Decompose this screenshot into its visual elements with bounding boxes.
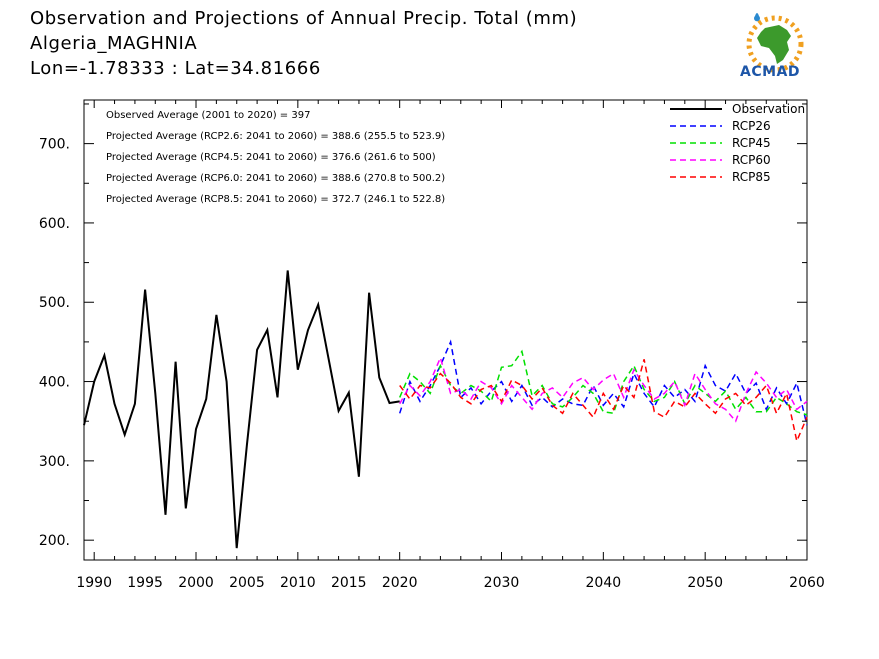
x-tick-label: 2060 [789, 575, 825, 591]
stat-rcp85: Projected Average (RCP8.5: 2041 to 2060)… [106, 194, 445, 205]
chart-title: Observation and Projections of Annual Pr… [30, 8, 578, 29]
stat-rcp26: Projected Average (RCP2.6: 2041 to 2060)… [106, 131, 445, 142]
y-tick-label: 700. [39, 137, 70, 153]
y-tick-label: 400. [39, 375, 70, 391]
series-line-rcp45 [399, 349, 808, 416]
series-line-rcp85 [399, 359, 808, 444]
axis-ticks: 1990 1995 2000 2005 2010 2015 2020 2030 2040 2050… [39, 100, 825, 591]
legend: Observation RCP26 RCP45 RCP60 RCP85 [670, 102, 805, 184]
x-tick-label: 1990 [76, 575, 112, 591]
x-tick-label: 2005 [229, 575, 265, 591]
legend-label-rcp26: RCP26 [732, 119, 771, 133]
x-tick-label: 2020 [382, 575, 418, 591]
y-tick-label: 500. [39, 295, 70, 311]
station-coordinates: Lon=-1.78333 : Lat=34.81666 [30, 58, 321, 79]
legend-label-rcp85: RCP85 [732, 170, 771, 184]
acmad-logo-text: ACMAD [740, 64, 800, 80]
legend-label-rcp60: RCP60 [732, 153, 771, 167]
legend-label-observation: Observation [732, 102, 805, 116]
series-group [83, 270, 808, 549]
x-tick-label: 2030 [484, 575, 520, 591]
acmad-africa-logo-icon [746, 13, 804, 73]
x-tick-label: 2050 [687, 575, 723, 591]
stat-rcp45: Projected Average (RCP4.5: 2041 to 2060)… [106, 152, 436, 163]
y-tick-label: 600. [39, 216, 70, 232]
y-tick-label: 300. [39, 454, 70, 470]
x-tick-label: 2015 [331, 575, 367, 591]
legend-label-rcp45: RCP45 [732, 136, 771, 150]
x-tick-label: 1995 [127, 575, 163, 591]
x-tick-label: 2040 [586, 575, 622, 591]
station-name: Algeria_MAGHNIA [30, 33, 198, 54]
series-line-rcp60 [399, 355, 808, 423]
stats-annotations: Observed Average (2001 to 2020) = 397 Pr… [106, 110, 445, 205]
y-tick-label: 200. [39, 533, 70, 549]
stat-rcp60: Projected Average (RCP6.0: 2041 to 2060)… [106, 173, 445, 184]
series-line-rcp26 [398, 339, 808, 426]
plot-frame [83, 99, 808, 561]
x-tick-label: 2010 [280, 575, 316, 591]
series-line-observation [83, 270, 400, 549]
stat-observed: Observed Average (2001 to 2020) = 397 [106, 110, 310, 121]
x-tick-label: 2000 [178, 575, 214, 591]
